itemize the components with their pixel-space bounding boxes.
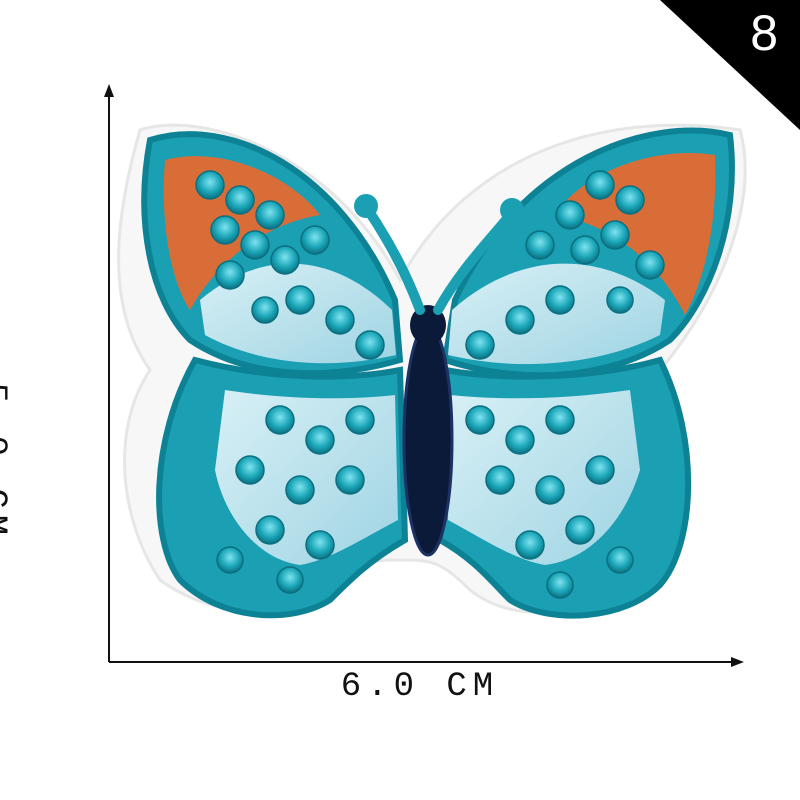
right-antenna bbox=[433, 210, 515, 315]
sequins bbox=[195, 170, 665, 599]
butterfly-head bbox=[410, 305, 446, 345]
vertical-axis-arrow bbox=[104, 84, 114, 97]
corner-number: 8 bbox=[750, 5, 778, 61]
corner-badge bbox=[660, 0, 800, 130]
horizontal-axis-arrow bbox=[731, 657, 744, 667]
height-label: 5.0 CM bbox=[0, 382, 12, 542]
left-antenna bbox=[363, 205, 425, 315]
width-label: 6.0 CM bbox=[340, 668, 500, 706]
